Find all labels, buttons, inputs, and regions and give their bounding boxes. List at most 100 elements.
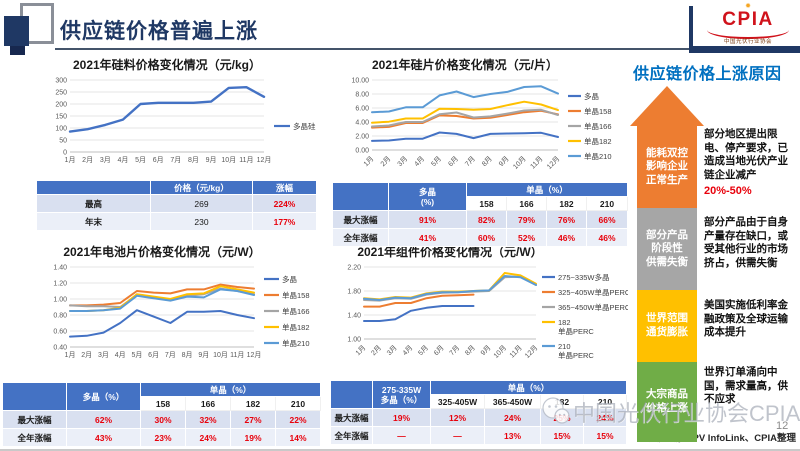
y-tick-label: 6.00	[355, 106, 369, 113]
table-cell: 27%	[230, 410, 276, 430]
x-tick-label: 7月	[464, 155, 477, 168]
table-header-cell: 158	[466, 196, 507, 212]
y-tick-label: 200	[55, 102, 67, 109]
x-tick-label: 8月	[480, 155, 493, 168]
y-tick-label: 1.40	[53, 265, 67, 272]
legend-label: 182	[558, 318, 571, 327]
reason-desc-text: 美国实施低利率金融政策及全球运输成本提升	[704, 299, 788, 339]
reason-desc-2: 部分产品由于自身产量存在缺口，或受其他行业的市场挤占，供需失衡	[704, 216, 798, 271]
module-price-chart: 2021年组件价格变化情况（元/W） 1.00 1.40 1.80 2.20 1月 2月 3月…	[330, 243, 631, 385]
logo-text: CPIA	[722, 9, 774, 30]
table-header-cell: 多晶 (%)	[388, 181, 467, 212]
table-cell: 最大涨幅	[332, 210, 389, 230]
y-tick-label: 150	[55, 114, 67, 121]
y-tick-label: 8.00	[355, 92, 369, 99]
legend-label: 325~405W单晶PERC	[558, 287, 628, 297]
y-tick-label: 100	[55, 126, 67, 133]
table-cell: 177%	[252, 212, 317, 232]
table-cell: 15%	[583, 426, 627, 446]
silicon-wafer-price-chart: 2021年硅片价格变化情况（元/片） 0.00 2.00 4.00 6.00 8.00 10…	[336, 56, 628, 191]
table-header-cell: 210	[586, 196, 628, 212]
table-header-cell: 182	[546, 196, 587, 212]
table-cell: 19%	[230, 428, 276, 448]
table-cell: 224%	[252, 194, 317, 214]
x-tick-label: 12月	[523, 344, 539, 360]
table-cell: 14%	[275, 428, 321, 448]
x-tick-label: 3月	[396, 155, 409, 168]
x-tick-label: 1月	[65, 156, 76, 164]
table-cell: 最大涨幅	[2, 410, 67, 430]
table-header-cell: 275-335W 多晶（%）	[372, 379, 431, 410]
x-tick-label: 3月	[385, 344, 398, 357]
y-tick-label: 4.00	[355, 120, 369, 127]
page-number: 12	[776, 420, 789, 432]
legend-label: 单晶158	[584, 106, 612, 116]
table-cell: 22%	[275, 410, 321, 430]
x-tick-label: 2月	[82, 156, 93, 164]
table-cell: 66%	[586, 210, 628, 230]
table-header-cell	[2, 381, 67, 412]
series-line-单晶210	[371, 85, 559, 114]
y-tick-label: 0.80	[53, 313, 67, 320]
table-cell: 82%	[466, 210, 507, 230]
table-cell: 24%	[185, 428, 231, 448]
x-tick-label: 5月	[131, 351, 142, 359]
series-line-325~405W单晶PERC	[363, 293, 475, 308]
table-header-cell: 182	[230, 396, 276, 412]
table-cell: 最大涨幅	[330, 408, 373, 428]
page-title: 供应链价格普遍上涨	[60, 20, 258, 43]
reason-desc-3: 美国实施低利率金融政策及全球运输成本提升	[704, 299, 798, 340]
legend-label: 210	[558, 342, 571, 351]
x-tick-label: 3月	[100, 156, 111, 164]
table-header-cell: 单晶（%）	[466, 181, 628, 198]
reason-desc-4: 世界订单涌向中国，需求量高，供不应求	[704, 366, 798, 407]
x-tick-label: 12月	[257, 156, 272, 164]
table-header-cell: 325-405W	[430, 394, 485, 410]
legend-label: 365~450W单晶PERC	[558, 302, 628, 312]
table-cell: 全年涨幅	[2, 428, 67, 448]
table-row: 年末 230 177%	[36, 212, 317, 232]
table-header-cell: 166	[506, 196, 547, 212]
series-line-单晶210	[69, 288, 255, 312]
x-tick-label: 6月	[447, 155, 460, 168]
table-header-cell: 210	[275, 396, 321, 412]
y-tick-label: 0.40	[53, 345, 67, 352]
x-tick-label: 8月	[182, 351, 193, 359]
y-tick-label: 0	[63, 150, 67, 157]
x-tick-label: 2月	[370, 344, 383, 357]
table-header-cell: 涨幅	[252, 179, 317, 196]
table-cell: 41%	[388, 228, 467, 248]
table-header-cell: 单晶（%）	[140, 381, 321, 398]
table-cell: 230	[150, 212, 253, 232]
x-tick-label: 8月	[464, 344, 477, 357]
chart-title: 2021年电池片价格变化情况（元/W）	[63, 244, 260, 259]
module-canvas: 2021年组件价格变化情况（元/W） 1.00 1.40 1.80 2.20 1月 2月 3月…	[347, 244, 631, 360]
x-tick-label: 5月	[417, 344, 430, 357]
y-tick-label: 1.00	[347, 337, 361, 344]
table-header-cell	[332, 181, 389, 212]
reason-desc-text: 世界订单涌向中国，需求量高，供不应求	[704, 366, 788, 406]
table-cell: 年末	[36, 212, 151, 232]
table-cell: 46%	[546, 228, 587, 248]
cpia-logo: ✹ CPIA 中国光伏行业协会	[700, 3, 796, 45]
reason-segment-4: 大宗商品 价格上涨	[637, 362, 697, 442]
x-tick-label: 8月	[188, 156, 199, 164]
reason-segment-2: 部分产品 阶段性 供需失衡	[637, 208, 697, 290]
table-row: 全年涨幅 43% 23% 24% 19% 14%	[2, 428, 321, 448]
legend-label: 单晶158	[282, 290, 310, 300]
table-header-cell: 182	[540, 394, 584, 410]
table-header-cell	[36, 179, 151, 196]
legend-label: 单晶166	[584, 121, 612, 131]
x-tick-label: 1月	[354, 344, 367, 357]
module-table: 275-335W 多晶（%） 单晶（%） 325-405W 365-450W 182 21…	[330, 379, 627, 446]
table-cell: 32%	[185, 410, 231, 430]
x-tick-label: 12月	[247, 351, 262, 359]
x-tick-label: 9月	[497, 155, 510, 168]
legend-label: 单晶166	[282, 306, 310, 316]
x-tick-label: 4月	[117, 156, 128, 164]
reason-highlight: 20%-50%	[704, 184, 752, 197]
x-tick-label: 5月	[135, 156, 146, 164]
table-cell: 91%	[388, 210, 467, 230]
table-cell: 全年涨幅	[330, 426, 373, 446]
solar-cell-price-chart: 2021年电池片价格变化情况（元/W） 0.40 0.60 0.80 1.00 1.20 1…	[28, 243, 322, 385]
